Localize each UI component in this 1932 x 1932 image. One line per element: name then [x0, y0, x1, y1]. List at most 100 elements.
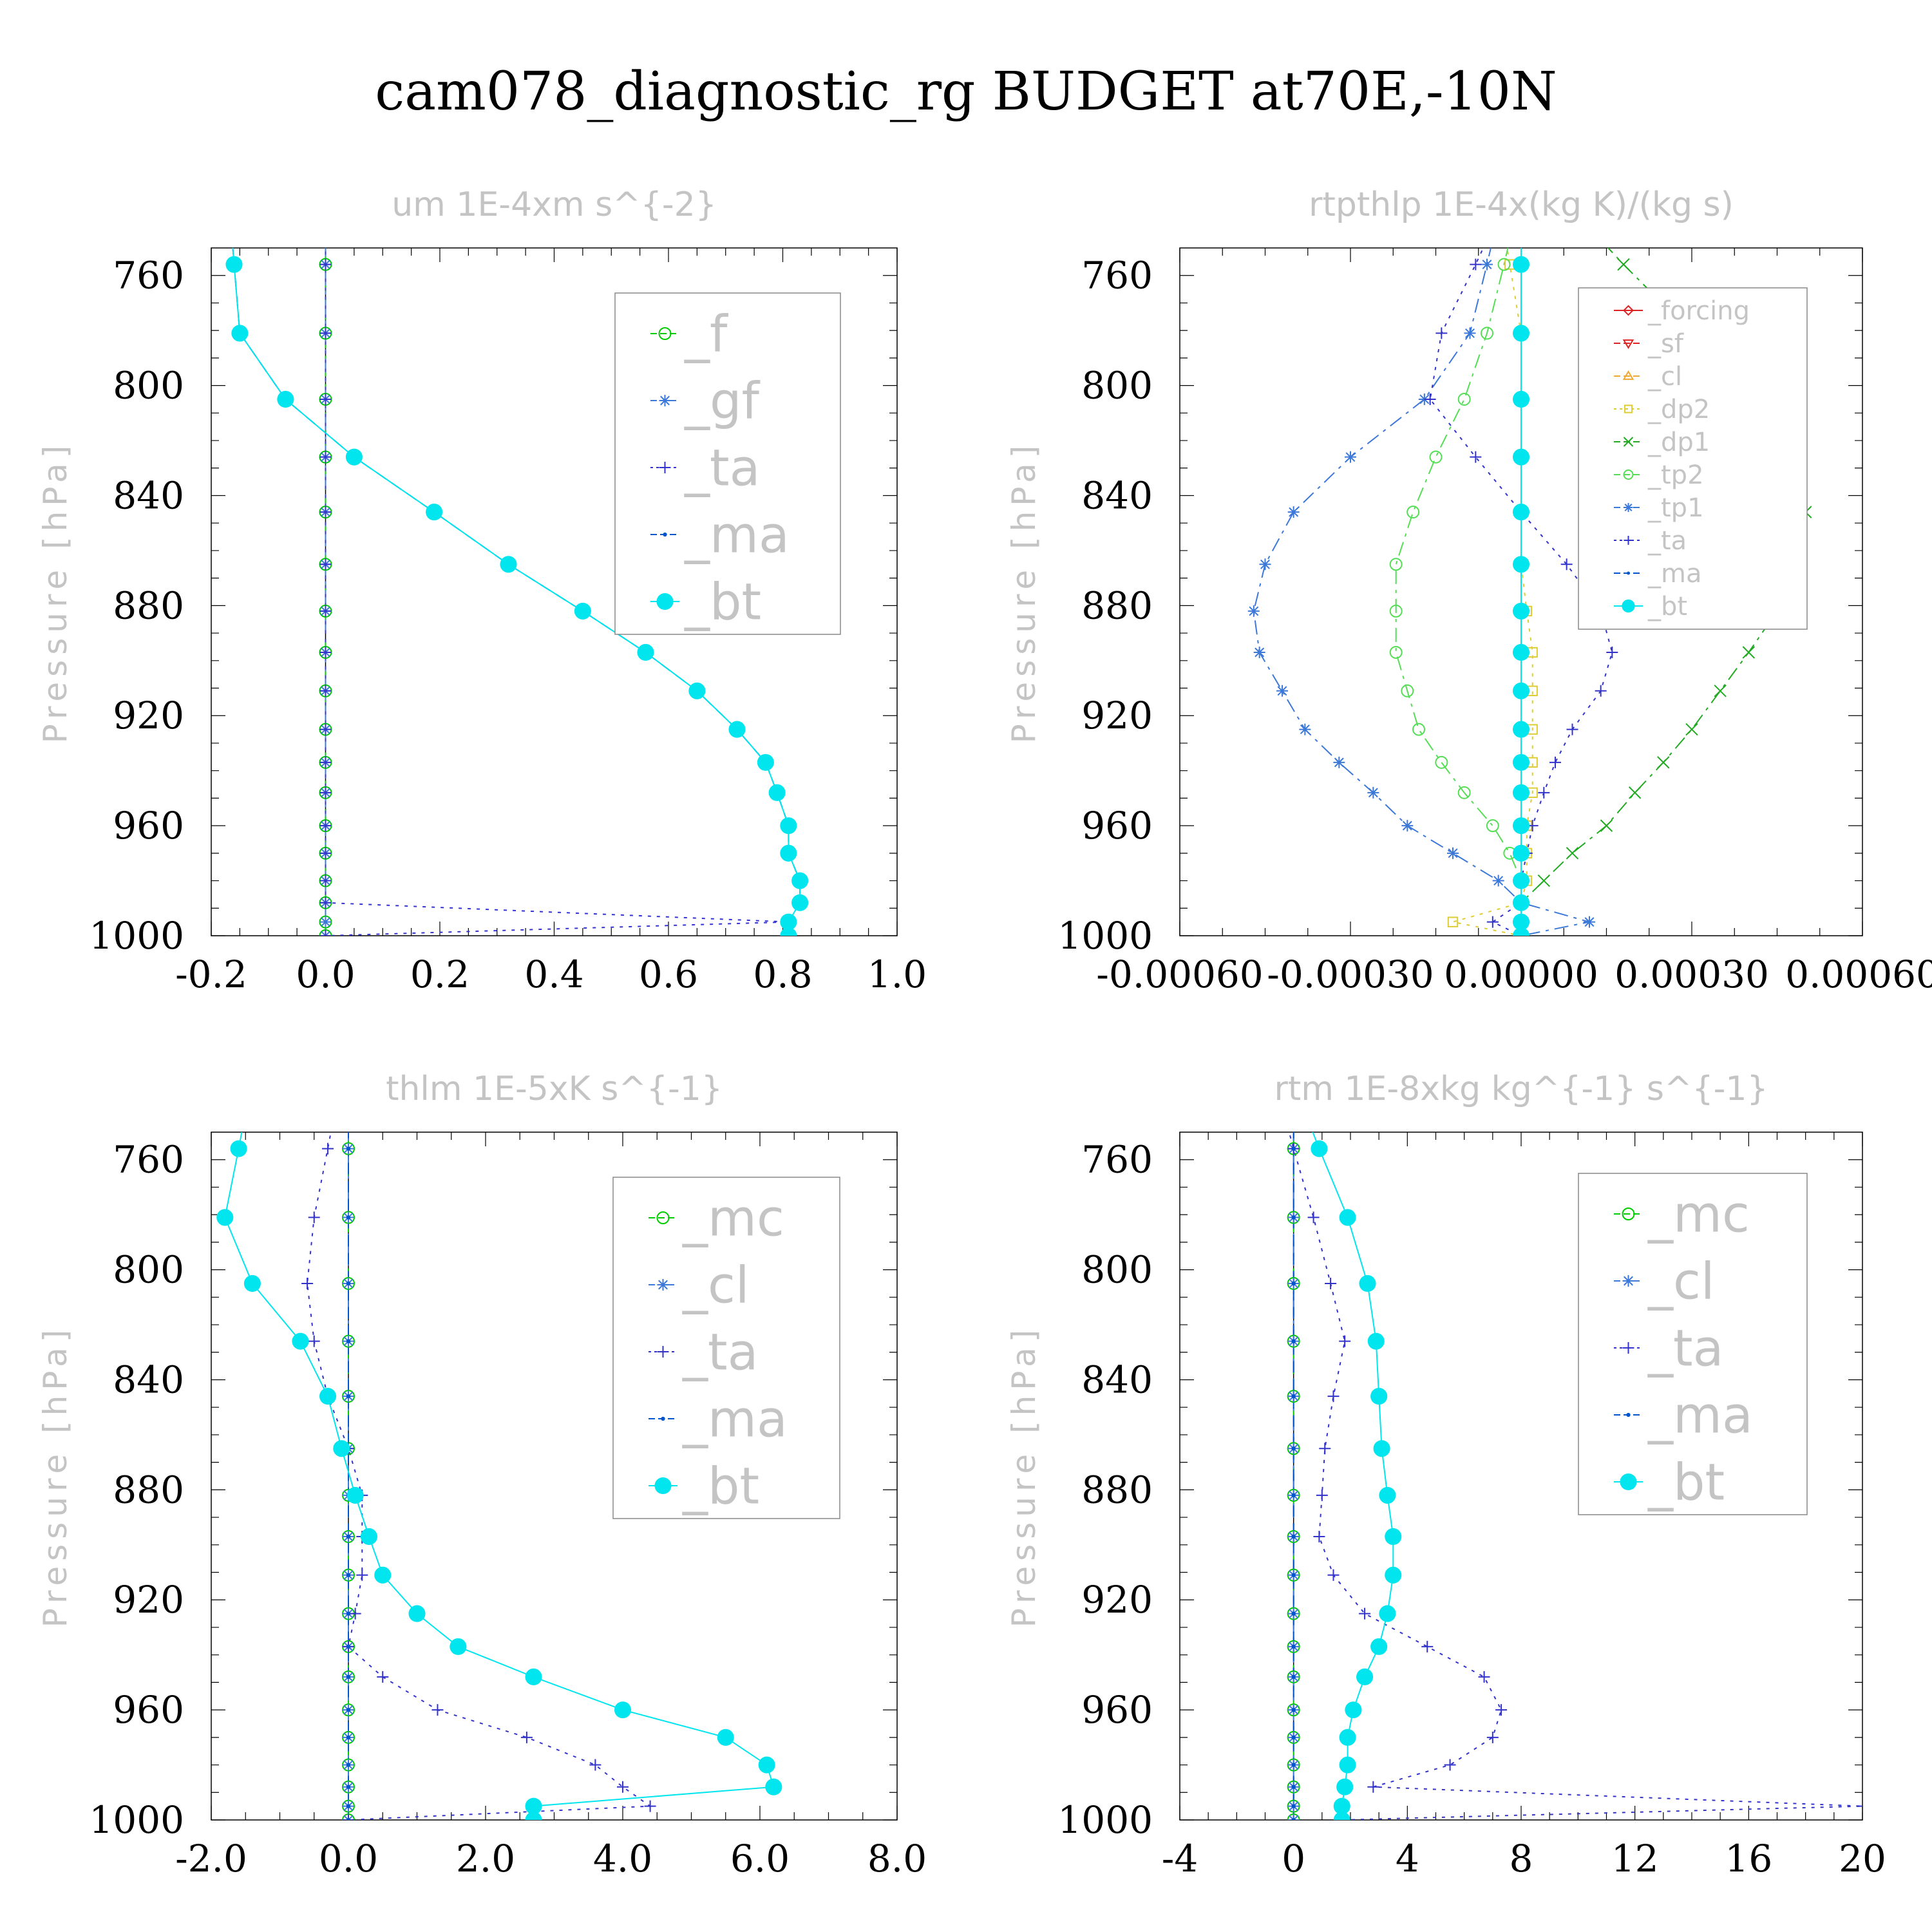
legend-label: _dp2 [1647, 395, 1710, 424]
series-area [216, 1132, 782, 1820]
y-tick-label: 880 [113, 583, 184, 627]
data-point-bt [1512, 844, 1530, 862]
data-point-ma [1291, 1804, 1296, 1808]
data-point-ma [346, 1817, 351, 1820]
x-tick-label: 0.4 [524, 952, 583, 996]
series-line-ta [307, 1132, 652, 1820]
y-tick-label: 760 [113, 1138, 184, 1182]
data-point-ta [1327, 1390, 1340, 1403]
legend-marker [656, 1211, 670, 1224]
data-point-ma [346, 1534, 351, 1539]
data-point-ta [356, 1569, 368, 1581]
data-point-ta [319, 506, 332, 518]
y-tick-label: 840 [1081, 1358, 1153, 1401]
data-point-ta [520, 1731, 533, 1743]
x-tick-label: -4 [1162, 1837, 1198, 1880]
x-tick-label: 0.8 [753, 952, 812, 996]
data-point-bt [1512, 602, 1530, 620]
data-point-tp2 [1389, 604, 1403, 618]
data-point-gf [319, 916, 332, 928]
data-point-bt [345, 448, 363, 466]
data-point-ta [1313, 1530, 1325, 1542]
legend-marker [1620, 1473, 1637, 1491]
data-point-bt [1512, 682, 1530, 699]
series-line-tp1 [1253, 248, 1590, 936]
data-point-ma [346, 1573, 351, 1577]
data-point-ta [1566, 723, 1578, 735]
data-point-bt [1356, 1668, 1374, 1685]
legend-marker [1622, 599, 1635, 613]
data-point-ta [1857, 1800, 1862, 1812]
legend-label: _sf [1647, 329, 1684, 359]
data-point-dp1 [1628, 786, 1642, 799]
legend-label: _f [684, 305, 728, 363]
data-point-bt [765, 1778, 782, 1795]
data-point-bt [1339, 1209, 1356, 1226]
data-point-dp1 [1537, 874, 1551, 887]
y-tick-label: 1000 [89, 914, 184, 958]
legend-label: _bt [1647, 1454, 1725, 1511]
data-point-ta [1421, 1640, 1434, 1653]
data-point-ma [1291, 1674, 1296, 1680]
data-point-ta [1367, 1781, 1379, 1793]
legend: _mc _cl _ta _ma _bt [1578, 1173, 1808, 1515]
data-point-bt [1359, 1274, 1376, 1293]
y-tick-label: 1000 [1057, 914, 1153, 958]
data-point-tp1 [1333, 756, 1345, 768]
legend-marker [659, 462, 671, 473]
data-point-ta [1435, 327, 1448, 339]
legend-label: _ma [684, 506, 790, 564]
data-point-ta [319, 930, 332, 936]
data-point-ta [1307, 1211, 1320, 1224]
x-tick-label: 0.2 [410, 952, 469, 996]
data-point-tp1 [1345, 451, 1356, 463]
data-point-ta [1606, 646, 1618, 658]
data-point-ta [319, 605, 332, 617]
x-tick-label: 0.00030 [1615, 952, 1769, 996]
x-tick-label: 6.0 [730, 1837, 790, 1880]
data-point-tp2 [1457, 392, 1471, 406]
data-point-bt [525, 1797, 542, 1815]
data-point-bt [1512, 556, 1530, 573]
y-axis-label: Pressure [hPa] [37, 1325, 74, 1628]
data-point-ta [319, 875, 332, 887]
y-tick-label: 1000 [1057, 1798, 1153, 1842]
legend-label: _tp1 [1647, 493, 1704, 523]
data-point-bt [500, 556, 517, 573]
data-point-dp1 [1657, 756, 1670, 769]
y-tick-label: 960 [113, 1688, 184, 1732]
data-point-bt [1345, 1701, 1362, 1719]
legend-label: _bt [682, 1457, 759, 1515]
x-tick-label: 20 [1839, 1837, 1886, 1880]
data-point-ta [1595, 685, 1607, 697]
data-point-bt [1512, 784, 1530, 801]
data-point-tp1 [1401, 820, 1414, 832]
legend-marker [1622, 339, 1634, 349]
data-point-ta [319, 685, 332, 697]
legend-marker [654, 1477, 672, 1495]
data-point-bt [1367, 1332, 1385, 1350]
data-point-bt [1512, 913, 1530, 931]
data-point-ta [319, 756, 332, 768]
data-point-tp1 [1253, 646, 1265, 658]
y-axis-label: Pressure [hPa] [37, 440, 74, 744]
panel-title: um 1E-4xm s^{-2} [392, 185, 717, 224]
data-point-ma [1291, 1146, 1296, 1151]
data-point-tp1 [1367, 786, 1379, 799]
data-point-ma [1291, 1534, 1296, 1539]
data-point-ma [346, 1146, 351, 1151]
data-point-bt [717, 1728, 734, 1746]
data-point-bt [292, 1332, 309, 1350]
data-point-bt [1339, 1756, 1356, 1774]
data-point-ta [308, 1211, 320, 1224]
x-tick-label: 0.00060 [1785, 952, 1932, 996]
data-point-bt [1512, 448, 1530, 466]
data-point-ma [1291, 1707, 1296, 1712]
data-point-ma [1291, 1446, 1296, 1451]
data-point-ma [1291, 1817, 1296, 1820]
data-point-bt [360, 1528, 377, 1546]
data-point-ta [1495, 1704, 1508, 1716]
data-point-bt [637, 643, 654, 661]
y-tick-label: 1000 [89, 1798, 184, 1842]
series-area [1247, 248, 1812, 936]
